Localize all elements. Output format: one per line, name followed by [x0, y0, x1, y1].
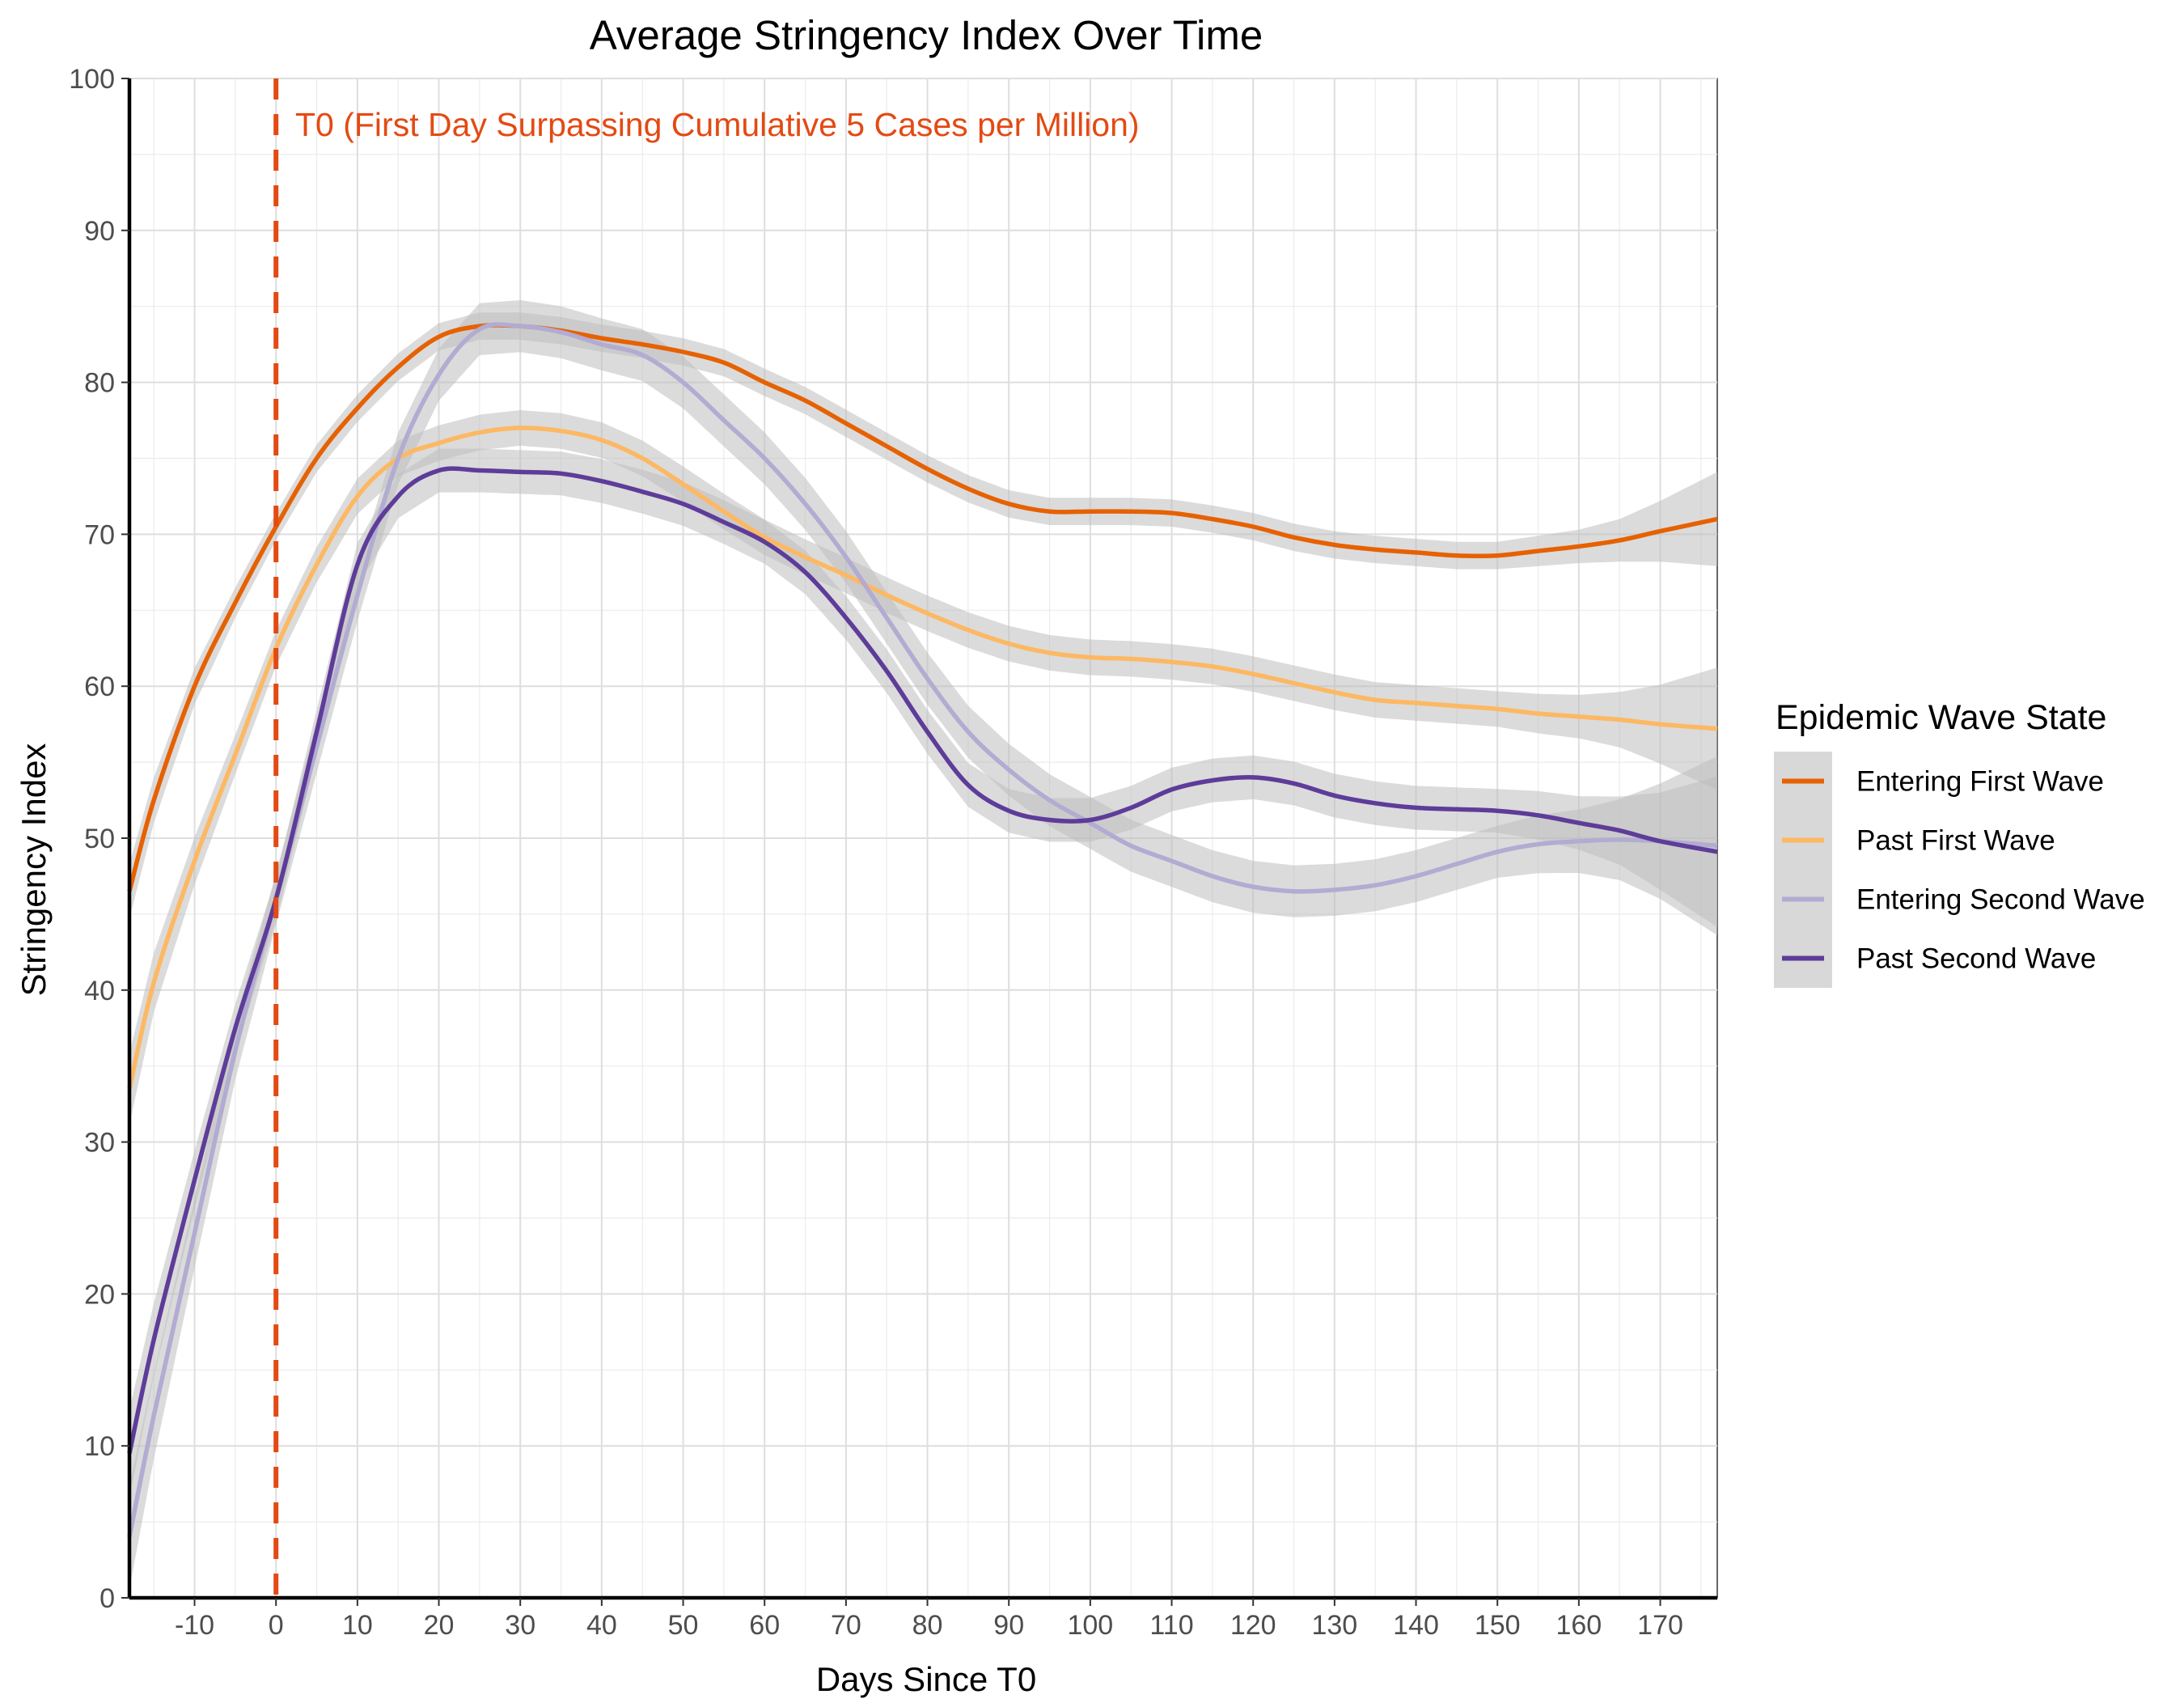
legend-entry-label: Past First Wave — [1856, 825, 2055, 857]
x-tick-label: 150 — [1475, 1610, 1521, 1641]
x-tick-label: 50 — [668, 1610, 699, 1641]
y-tick-label: 60 — [84, 671, 115, 702]
axes: -10 0 10 20 30 40 50 60 70 80 90 100 110 120 130 140 150… — [69, 64, 1717, 1641]
y-tick-label: 40 — [84, 976, 115, 1006]
legend-entry-label: Past Second Wave — [1856, 943, 2096, 975]
x-tick-label: 60 — [749, 1610, 780, 1641]
y-tick-label: 20 — [84, 1279, 115, 1310]
y-tick-label: 50 — [84, 824, 115, 854]
legend-entry-label: Entering Second Wave — [1856, 884, 2145, 916]
x-tick-label: 20 — [424, 1610, 455, 1641]
x-tick-label: 0 — [269, 1610, 284, 1641]
t0-annotation: T0 (First Day Surpassing Cumulative 5 Ca… — [295, 106, 1140, 143]
x-tick-label: 110 — [1149, 1610, 1193, 1641]
x-tick-label: 160 — [1555, 1610, 1602, 1641]
x-tick-label: 10 — [342, 1610, 373, 1641]
x-tick-label: 90 — [993, 1610, 1024, 1641]
x-tick-label: 130 — [1311, 1610, 1357, 1641]
x-tick-label: 140 — [1393, 1610, 1439, 1641]
grid — [129, 78, 1718, 1599]
series-lines — [127, 322, 1718, 1538]
y-tick-label: 30 — [84, 1128, 115, 1159]
series-line — [127, 466, 1718, 1455]
y-tick-label: 70 — [84, 519, 115, 550]
legend: Entering First Wave Past First Wave Enteri… — [1774, 752, 2145, 988]
legend-entry-label: Entering First Wave — [1856, 766, 2104, 798]
x-tick-label: 80 — [912, 1610, 943, 1641]
legend-title: Epidemic Wave State — [1776, 698, 2106, 737]
x-tick-label: 70 — [831, 1610, 861, 1641]
series-line — [127, 323, 1718, 892]
x-tick-label: 100 — [1067, 1610, 1113, 1641]
y-tick-label: 80 — [84, 368, 115, 399]
y-axis-title: Stringency Index — [15, 743, 53, 997]
y-tick-label: 100 — [69, 64, 115, 95]
x-tick-label: -10 — [175, 1610, 214, 1641]
x-tick-label: 120 — [1230, 1610, 1276, 1641]
x-tick-label: 40 — [586, 1610, 617, 1641]
x-tick-label: 170 — [1637, 1610, 1683, 1641]
y-tick-label: 90 — [84, 216, 115, 247]
chart-title: Average Stringency Index Over Time — [590, 12, 1263, 58]
x-tick-label: 30 — [505, 1610, 535, 1641]
y-tick-label: 10 — [84, 1431, 115, 1462]
y-tick-label: 0 — [99, 1583, 115, 1614]
x-axis-title: Days Since T0 — [816, 1660, 1036, 1698]
